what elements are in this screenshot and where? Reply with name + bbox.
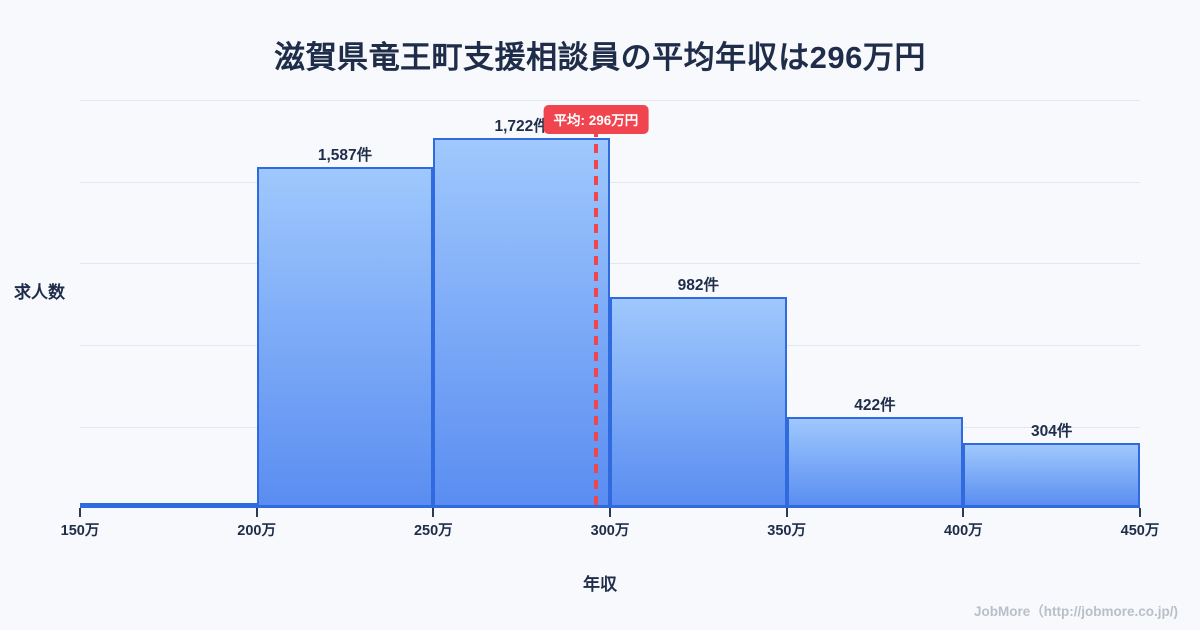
x-axis-tick: [79, 508, 81, 517]
y-axis-label: 求人数: [14, 283, 65, 302]
gridline: [80, 100, 1140, 101]
gridline: [80, 263, 1140, 264]
x-axis-tick: [962, 508, 965, 517]
bar-value-label: 1,722件: [494, 118, 549, 136]
x-axis-tick-label: 200万: [237, 523, 276, 539]
bar-value-label: 982件: [677, 277, 720, 295]
x-axis-tick: [255, 508, 258, 517]
x-axis-tick-label: 350万: [767, 523, 806, 539]
x-axis-tick-label: 300万: [590, 523, 630, 539]
gridline: [80, 182, 1140, 183]
x-axis-label: 年収: [583, 575, 617, 594]
x-axis-tick-label: 250万: [413, 523, 453, 539]
x-axis-tick-label: 400万: [943, 523, 983, 539]
bar: [610, 297, 787, 508]
x-axis-tick: [1139, 508, 1141, 517]
x-axis-tick-label: 150万: [60, 523, 100, 539]
bar: [963, 442, 1140, 508]
x-axis-tick-label: 450万: [1120, 523, 1160, 539]
x-axis-tick: [432, 508, 435, 517]
x-axis-line: [80, 505, 1140, 508]
credit-text: JobMore（http://jobmore.co.jp/): [974, 604, 1178, 619]
bar: [433, 138, 610, 508]
x-axis-tick: [609, 508, 611, 517]
bar: [256, 167, 434, 508]
average-badge: 平均: 296万円: [543, 105, 649, 134]
bar-value-label: 1,587件: [317, 147, 373, 165]
bar-value-label: 422件: [854, 397, 896, 415]
x-axis-tick: [785, 508, 788, 517]
bar: [786, 417, 964, 508]
average-marker-line: [593, 128, 598, 510]
bar-value-label: 304件: [1030, 422, 1073, 440]
chart-title: 滋賀県竜王町支援相談員の平均年収は296万円: [274, 40, 926, 75]
